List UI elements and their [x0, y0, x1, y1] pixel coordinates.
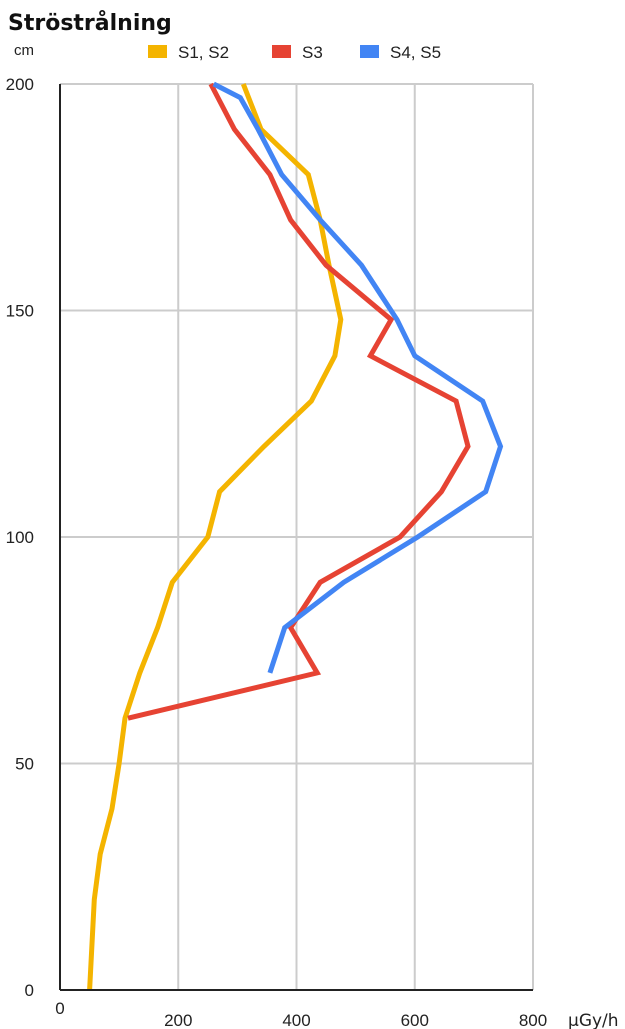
- series-line-3: [212, 81, 504, 674]
- legend-label-3: S4, S5: [390, 43, 441, 62]
- legend: S1, S2 S3 S4, S5: [148, 43, 441, 62]
- y-tick-labels: 0 50 100 150 200: [6, 75, 34, 1000]
- x-tick-label: 400: [282, 1011, 310, 1029]
- x-tick-label: 200: [164, 1011, 192, 1029]
- legend-label-1: S1, S2: [178, 43, 229, 62]
- grid: [60, 83, 534, 990]
- legend-label-2: S3: [302, 43, 323, 62]
- y-tick-label: 50: [15, 755, 34, 774]
- y-axis-unit: cm: [14, 42, 34, 59]
- x-tick-label: 0: [55, 999, 64, 1018]
- chart-title: Ströstrålning: [8, 10, 172, 36]
- axes: [59, 84, 533, 991]
- x-tick-label: 600: [401, 1011, 429, 1029]
- series-layer: [87, 81, 504, 991]
- legend-swatch-2: [272, 45, 291, 58]
- series-line-1: [87, 83, 344, 991]
- x-tick-label: 800: [519, 1011, 547, 1029]
- y-tick-label: 150: [6, 302, 34, 321]
- y-tick-label: 200: [6, 75, 34, 94]
- y-tick-label: 0: [25, 981, 34, 1000]
- x-tick-labels: 0 200 400 600 800: [55, 999, 547, 1029]
- legend-swatch-3: [360, 45, 379, 58]
- x-axis-unit: µGy/h: [568, 1011, 619, 1029]
- y-tick-label: 100: [6, 528, 34, 547]
- legend-swatch-1: [148, 45, 167, 58]
